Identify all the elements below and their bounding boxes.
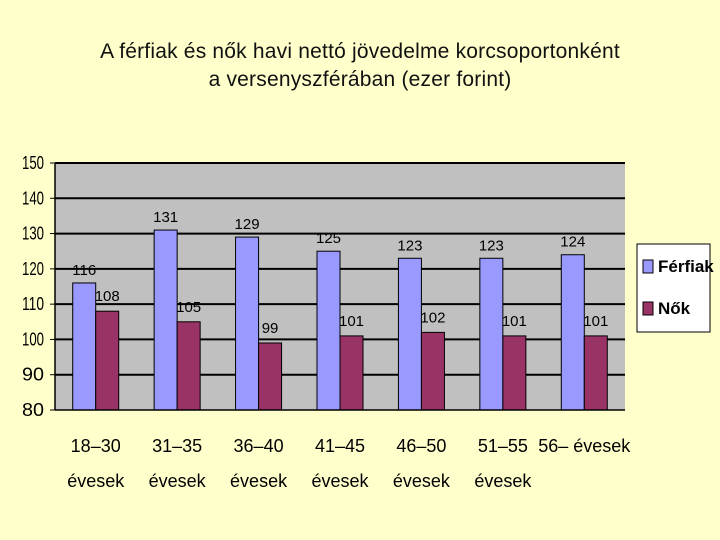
x-tick-label: 36–40	[234, 436, 284, 456]
y-tick-label: 130	[22, 224, 44, 244]
x-tick-label: 41–45	[315, 436, 365, 456]
data-label: 124	[560, 234, 585, 251]
bars	[72, 229, 608, 411]
legend-label-férfiak: Férfiak	[658, 257, 714, 276]
legend-label-nők: Nők	[658, 299, 691, 318]
x-tick-label: évesek	[311, 471, 369, 491]
x-tick-label: évesek	[474, 471, 532, 491]
bar-nők	[258, 342, 283, 411]
title-line-1: A férfiak és nők havi nettó jövedelme ko…	[100, 40, 620, 63]
bar-férfiak	[72, 282, 97, 411]
y-tick-label: 90	[22, 365, 44, 385]
data-label: 99	[262, 320, 279, 337]
legend-swatch-férfiak	[642, 259, 654, 274]
bar-nők	[420, 331, 445, 411]
legend-box	[636, 243, 711, 333]
data-label: 131	[153, 209, 178, 226]
data-label: 125	[316, 230, 341, 247]
y-axis: 80 90 100 110 120 130 140 150	[22, 153, 56, 420]
bar-nők	[95, 310, 120, 411]
bar-férfiak	[397, 257, 422, 411]
x-tick-label: 46–50	[396, 436, 446, 456]
bar-férfiak	[316, 250, 341, 411]
bar-nők	[176, 321, 201, 411]
x-tick-label: évesek	[230, 471, 288, 491]
bar-nők	[583, 335, 608, 411]
data-label: 123	[397, 237, 422, 254]
x-tick-label: 51–55	[478, 436, 528, 456]
y-tick-label: 140	[22, 188, 44, 208]
x-tick-label: 56– évesek	[538, 436, 631, 456]
x-tick-label: 18–30	[71, 436, 121, 456]
data-label: 102	[420, 309, 445, 326]
x-tick-label: évesek	[67, 471, 125, 491]
bar-nők	[502, 335, 527, 411]
data-label: 129	[235, 216, 260, 233]
legend-swatch-nők	[642, 301, 654, 316]
bar-férfiak	[479, 257, 504, 411]
data-label: 116	[72, 262, 96, 279]
data-label: 101	[502, 313, 527, 330]
data-label: 101	[583, 313, 608, 330]
x-tick-label: 31–35	[152, 436, 202, 456]
title-line-2: a versenyszférában (ezer forint)	[208, 68, 512, 91]
x-tick-label: évesek	[149, 471, 207, 491]
y-tick-label: 80	[22, 400, 44, 420]
y-tick-label: 110	[22, 294, 44, 314]
y-tick-label: 100	[22, 329, 44, 349]
bar-férfiak	[153, 229, 178, 411]
bar-férfiak	[235, 236, 260, 411]
y-tick-label: 150	[22, 153, 44, 173]
chart-title: A férfiak és nők havi nettó jövedelme ko…	[0, 38, 720, 94]
y-tick-label: 120	[22, 259, 44, 279]
data-label: 123	[479, 237, 504, 254]
x-axis: 18–30 évesek 31–35 évesek 36–40 évesek 41–45 év…	[55, 409, 631, 491]
x-tick-label: évesek	[393, 471, 451, 491]
bar-nők	[339, 335, 364, 411]
data-label: 101	[339, 313, 364, 330]
bar-férfiak	[560, 254, 585, 411]
data-labels: 116 108 131 105 129 99 125 101 123 102 123 101 124 10…	[72, 209, 608, 337]
data-label: 105	[176, 299, 201, 316]
legend[interactable]: Férfiak Nők	[636, 243, 714, 333]
data-label: 108	[95, 288, 120, 305]
